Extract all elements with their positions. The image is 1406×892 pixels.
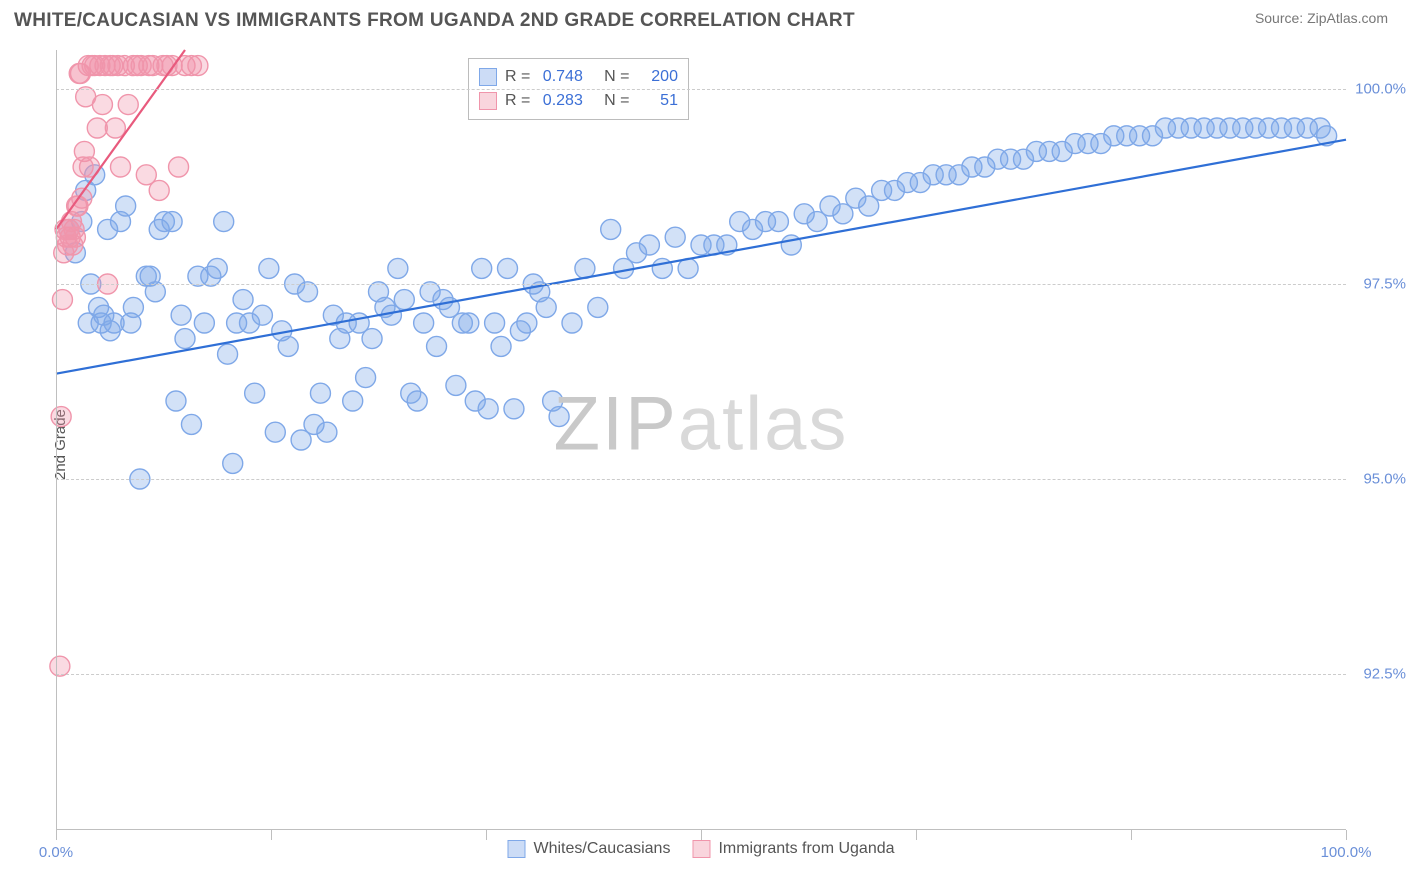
stats-legend-row: R = 0.748 N = 200 — [479, 65, 678, 89]
scatter-point — [491, 336, 511, 356]
scatter-point — [65, 227, 85, 247]
scatter-point — [87, 118, 107, 138]
scatter-point — [188, 56, 208, 76]
scatter-point — [118, 95, 138, 115]
scatter-point — [207, 258, 227, 278]
x-tick — [271, 830, 272, 840]
n-value: 51 — [642, 89, 678, 113]
gridline-h — [56, 674, 1346, 675]
scatter-point — [394, 290, 414, 310]
legend-swatch — [479, 92, 497, 110]
scatter-point — [181, 414, 201, 434]
y-tick-label: 92.5% — [1352, 666, 1406, 683]
n-value: 200 — [642, 65, 678, 89]
scatter-point — [171, 305, 191, 325]
x-tick — [1346, 830, 1347, 840]
scatter-point — [472, 258, 492, 278]
scatter-point — [362, 329, 382, 349]
series-legend: Whites/Caucasians Immigrants from Uganda — [507, 840, 894, 858]
r-value: 0.283 — [543, 89, 583, 113]
scatter-point — [162, 212, 182, 232]
scatter-point — [111, 157, 131, 177]
scatter-point — [105, 118, 125, 138]
scatter-point — [317, 422, 337, 442]
scatter-point — [218, 344, 238, 364]
scatter-point — [169, 157, 189, 177]
trend-line — [56, 140, 1346, 374]
scatter-point — [588, 297, 608, 317]
scatter-point — [517, 313, 537, 333]
scatter-point — [116, 196, 136, 216]
x-tick — [56, 830, 57, 840]
scatter-point — [356, 368, 376, 388]
scatter-point — [310, 383, 330, 403]
scatter-point — [536, 297, 556, 317]
series-legend-item: Immigrants from Uganda — [692, 840, 894, 858]
scatter-point — [446, 375, 466, 395]
x-tick — [701, 830, 702, 840]
x-tick — [486, 830, 487, 840]
scatter-point — [478, 399, 498, 419]
scatter-point — [414, 313, 434, 333]
scatter-point — [504, 399, 524, 419]
scatter-point — [149, 180, 169, 200]
x-tick-label: 0.0% — [39, 844, 73, 861]
scatter-point — [665, 227, 685, 247]
scatter-point — [265, 422, 285, 442]
scatter-point — [245, 383, 265, 403]
scatter-point — [72, 188, 92, 208]
scatter-point — [166, 391, 186, 411]
y-axis — [56, 50, 57, 830]
gridline-h — [56, 479, 1346, 480]
x-tick-label: 100.0% — [1321, 844, 1372, 861]
scatter-point — [407, 391, 427, 411]
scatter-point — [51, 407, 71, 427]
scatter-point — [549, 407, 569, 427]
y-tick-label: 97.5% — [1352, 276, 1406, 293]
legend-swatch — [507, 840, 525, 858]
scatter-point — [768, 212, 788, 232]
scatter-point — [388, 258, 408, 278]
scatter-point — [233, 290, 253, 310]
scatter-point — [601, 219, 621, 239]
y-tick-label: 95.0% — [1352, 471, 1406, 488]
chart-container: 2nd Grade ZIPatlas R = 0.748 N = 200R = … — [50, 50, 1350, 830]
legend-swatch — [479, 68, 497, 86]
scatter-point — [498, 258, 518, 278]
scatter-point — [175, 329, 195, 349]
plot-area: ZIPatlas R = 0.748 N = 200R = 0.283 N = … — [56, 50, 1346, 830]
scatter-point — [259, 258, 279, 278]
scatter-point — [223, 453, 243, 473]
series-name: Immigrants from Uganda — [718, 840, 894, 858]
scatter-point — [92, 95, 112, 115]
chart-title: WHITE/CAUCASIAN VS IMMIGRANTS FROM UGAND… — [14, 10, 855, 32]
y-tick-label: 100.0% — [1352, 81, 1406, 98]
scatter-point — [639, 235, 659, 255]
series-name: Whites/Caucasians — [533, 840, 670, 858]
scatter-point — [427, 336, 447, 356]
n-label: N = — [591, 65, 634, 89]
legend-swatch — [692, 840, 710, 858]
x-tick — [916, 830, 917, 840]
r-label: R = — [505, 89, 535, 113]
gridline-h — [56, 89, 1346, 90]
series-legend-item: Whites/Caucasians — [507, 840, 670, 858]
r-label: R = — [505, 65, 535, 89]
scatter-point — [214, 212, 234, 232]
plot-svg — [56, 50, 1346, 830]
stats-legend-row: R = 0.283 N = 51 — [479, 89, 678, 113]
source-label: Source: ZipAtlas.com — [1255, 10, 1388, 26]
gridline-h — [56, 284, 1346, 285]
r-value: 0.748 — [543, 65, 583, 89]
scatter-point — [485, 313, 505, 333]
scatter-point — [278, 336, 298, 356]
scatter-point — [343, 391, 363, 411]
scatter-point — [459, 313, 479, 333]
x-tick — [1131, 830, 1132, 840]
scatter-point — [123, 297, 143, 317]
n-label: N = — [591, 89, 634, 113]
scatter-point — [562, 313, 582, 333]
scatter-point — [252, 305, 272, 325]
scatter-point — [194, 313, 214, 333]
